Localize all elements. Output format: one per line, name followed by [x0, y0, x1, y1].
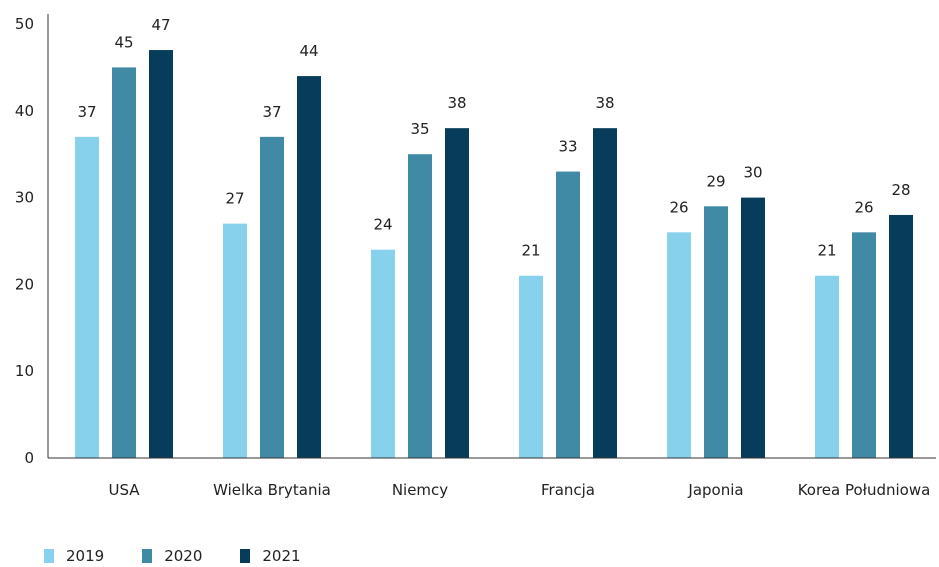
data-label-2019-5: 21	[817, 242, 836, 260]
bar-2020-5	[852, 232, 876, 458]
bar-2020-3	[556, 171, 580, 458]
data-label-2021-4: 30	[743, 164, 762, 182]
data-label-2019-2: 24	[373, 216, 392, 234]
bar-2019-0	[75, 136, 99, 458]
legend-label: 2019	[66, 547, 105, 565]
bar-2020-0	[112, 67, 136, 459]
data-label-2021-1: 44	[299, 42, 318, 60]
legend-label: 2020	[164, 547, 203, 565]
y-tick-label: 50	[15, 15, 34, 33]
legend-swatch	[240, 549, 251, 563]
legend-swatch	[142, 549, 153, 563]
bar-2019-2	[371, 249, 395, 458]
bar-2021-3	[593, 128, 617, 458]
data-label-2019-3: 21	[521, 242, 540, 260]
legend-label: 2021	[262, 547, 301, 565]
bars	[75, 50, 913, 459]
legend-item-2021: 2021	[240, 547, 301, 565]
bar-2021-4	[741, 197, 765, 458]
legend: 2019 2020 2021	[44, 547, 339, 565]
bar-2021-1	[297, 76, 321, 458]
y-axis-ticks: 0 10 20 30 40 50	[15, 15, 34, 467]
data-label-2021-5: 28	[891, 181, 910, 199]
data-label-2020-2: 35	[410, 120, 429, 138]
category-label: Japonia	[687, 481, 743, 499]
bar-2020-2	[408, 154, 432, 458]
data-labels: 37 45 47 27 37 44 24 35 38 21 33 38 26 29 30 21 26 28	[77, 16, 910, 260]
y-tick-label: 30	[15, 189, 34, 207]
data-label-2019-4: 26	[669, 198, 688, 216]
category-labels: USA Wielka Brytania Niemcy Francja Japonia Ko…	[108, 481, 930, 499]
y-tick-label: 10	[15, 362, 34, 380]
data-label-2020-1: 37	[262, 103, 281, 121]
data-label-2020-0: 45	[114, 33, 133, 51]
data-label-2019-0: 37	[77, 103, 96, 121]
data-label-2020-3: 33	[558, 138, 577, 156]
bar-chart: 0 10 20 30 40 50 37 45 47 27 37 44 24 35 38 21 33 38 26 29…	[15, 14, 936, 499]
category-label: Francja	[541, 481, 595, 499]
legend-swatch	[44, 549, 54, 563]
category-label: Niemcy	[392, 481, 448, 499]
bar-2020-4	[704, 206, 728, 458]
data-label-2021-0: 47	[151, 16, 170, 34]
y-tick-label: 0	[24, 449, 34, 467]
data-label-2019-1: 27	[225, 190, 244, 208]
legend-item-2019: 2019	[44, 547, 104, 565]
bar-2019-4	[667, 232, 691, 458]
data-label-2021-2: 38	[447, 94, 466, 112]
bar-2019-5	[815, 275, 839, 458]
y-tick-label: 20	[15, 275, 34, 293]
bar-2021-5	[889, 214, 913, 458]
bar-2020-1	[260, 136, 284, 458]
bar-2019-3	[519, 275, 543, 458]
legend-item-2020: 2020	[142, 547, 202, 565]
data-label-2020-4: 29	[706, 172, 725, 190]
category-label: Wielka Brytania	[213, 481, 331, 499]
category-label: Korea Południowa	[798, 481, 931, 499]
data-label-2021-3: 38	[595, 94, 614, 112]
bar-2021-0	[149, 50, 173, 458]
category-label: USA	[108, 481, 140, 499]
bar-2019-1	[223, 223, 247, 458]
y-tick-label: 40	[15, 102, 34, 120]
data-label-2020-5: 26	[854, 198, 873, 216]
bar-2021-2	[445, 128, 469, 458]
